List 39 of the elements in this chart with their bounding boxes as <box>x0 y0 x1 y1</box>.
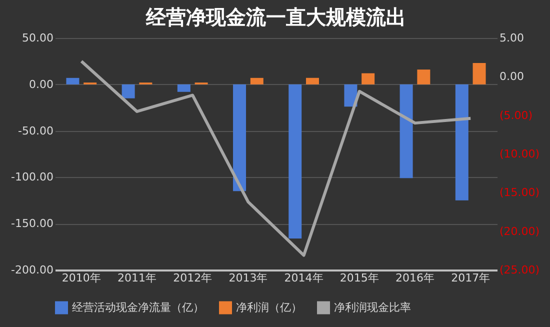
chart-title: 经营净现金流一直大规模流出 <box>145 5 406 29</box>
bar <box>472 63 486 84</box>
y-tick-label: -100.00 <box>11 170 54 184</box>
bar <box>288 84 302 238</box>
bar <box>233 84 246 192</box>
bar <box>177 84 190 92</box>
x-tick-label: 2017年 <box>451 272 490 284</box>
y-tick-label: 50.00 <box>22 32 54 44</box>
y2-tick-label: (15.00) <box>500 186 540 200</box>
x-tick-label: 2011年 <box>118 272 157 284</box>
bar <box>122 84 135 98</box>
bar <box>417 70 430 84</box>
bar <box>250 78 264 84</box>
legend-label: 净利润（亿） <box>236 300 302 314</box>
y-tick-label: -50.00 <box>18 124 54 138</box>
x-tick-label: 2014年 <box>284 272 324 284</box>
y2-tick-label: (25.00) <box>500 264 540 276</box>
legend-label: 净利润现金比率 <box>334 300 411 314</box>
x-tick-label: 2016年 <box>395 272 434 284</box>
x-tick-label: 2015年 <box>340 272 379 284</box>
bar <box>344 84 358 107</box>
x-tick-label: 2010年 <box>62 272 101 284</box>
x-tick-label: 2013年 <box>228 272 268 284</box>
bar <box>306 78 319 84</box>
y2-tick-label: (20.00) <box>500 224 540 238</box>
bar <box>362 73 375 84</box>
legend-label: 经营活动现金净流量（亿） <box>72 300 204 314</box>
y2-tick-label: 0.00 <box>500 70 524 84</box>
y2-tick-label: 5.00 <box>500 32 524 44</box>
x-tick-label: 2012年 <box>173 272 212 284</box>
y-tick-label: -150.00 <box>11 217 54 230</box>
bar <box>455 84 468 200</box>
y2-tick-label: (5.00) <box>500 108 533 122</box>
y-tick-label: 0.00 <box>29 78 54 91</box>
y2-tick-label: (10.00) <box>500 148 540 160</box>
bar <box>66 78 80 84</box>
y-tick-label: -200.00 <box>11 264 54 276</box>
line-series <box>80 60 472 257</box>
bar <box>400 84 413 178</box>
